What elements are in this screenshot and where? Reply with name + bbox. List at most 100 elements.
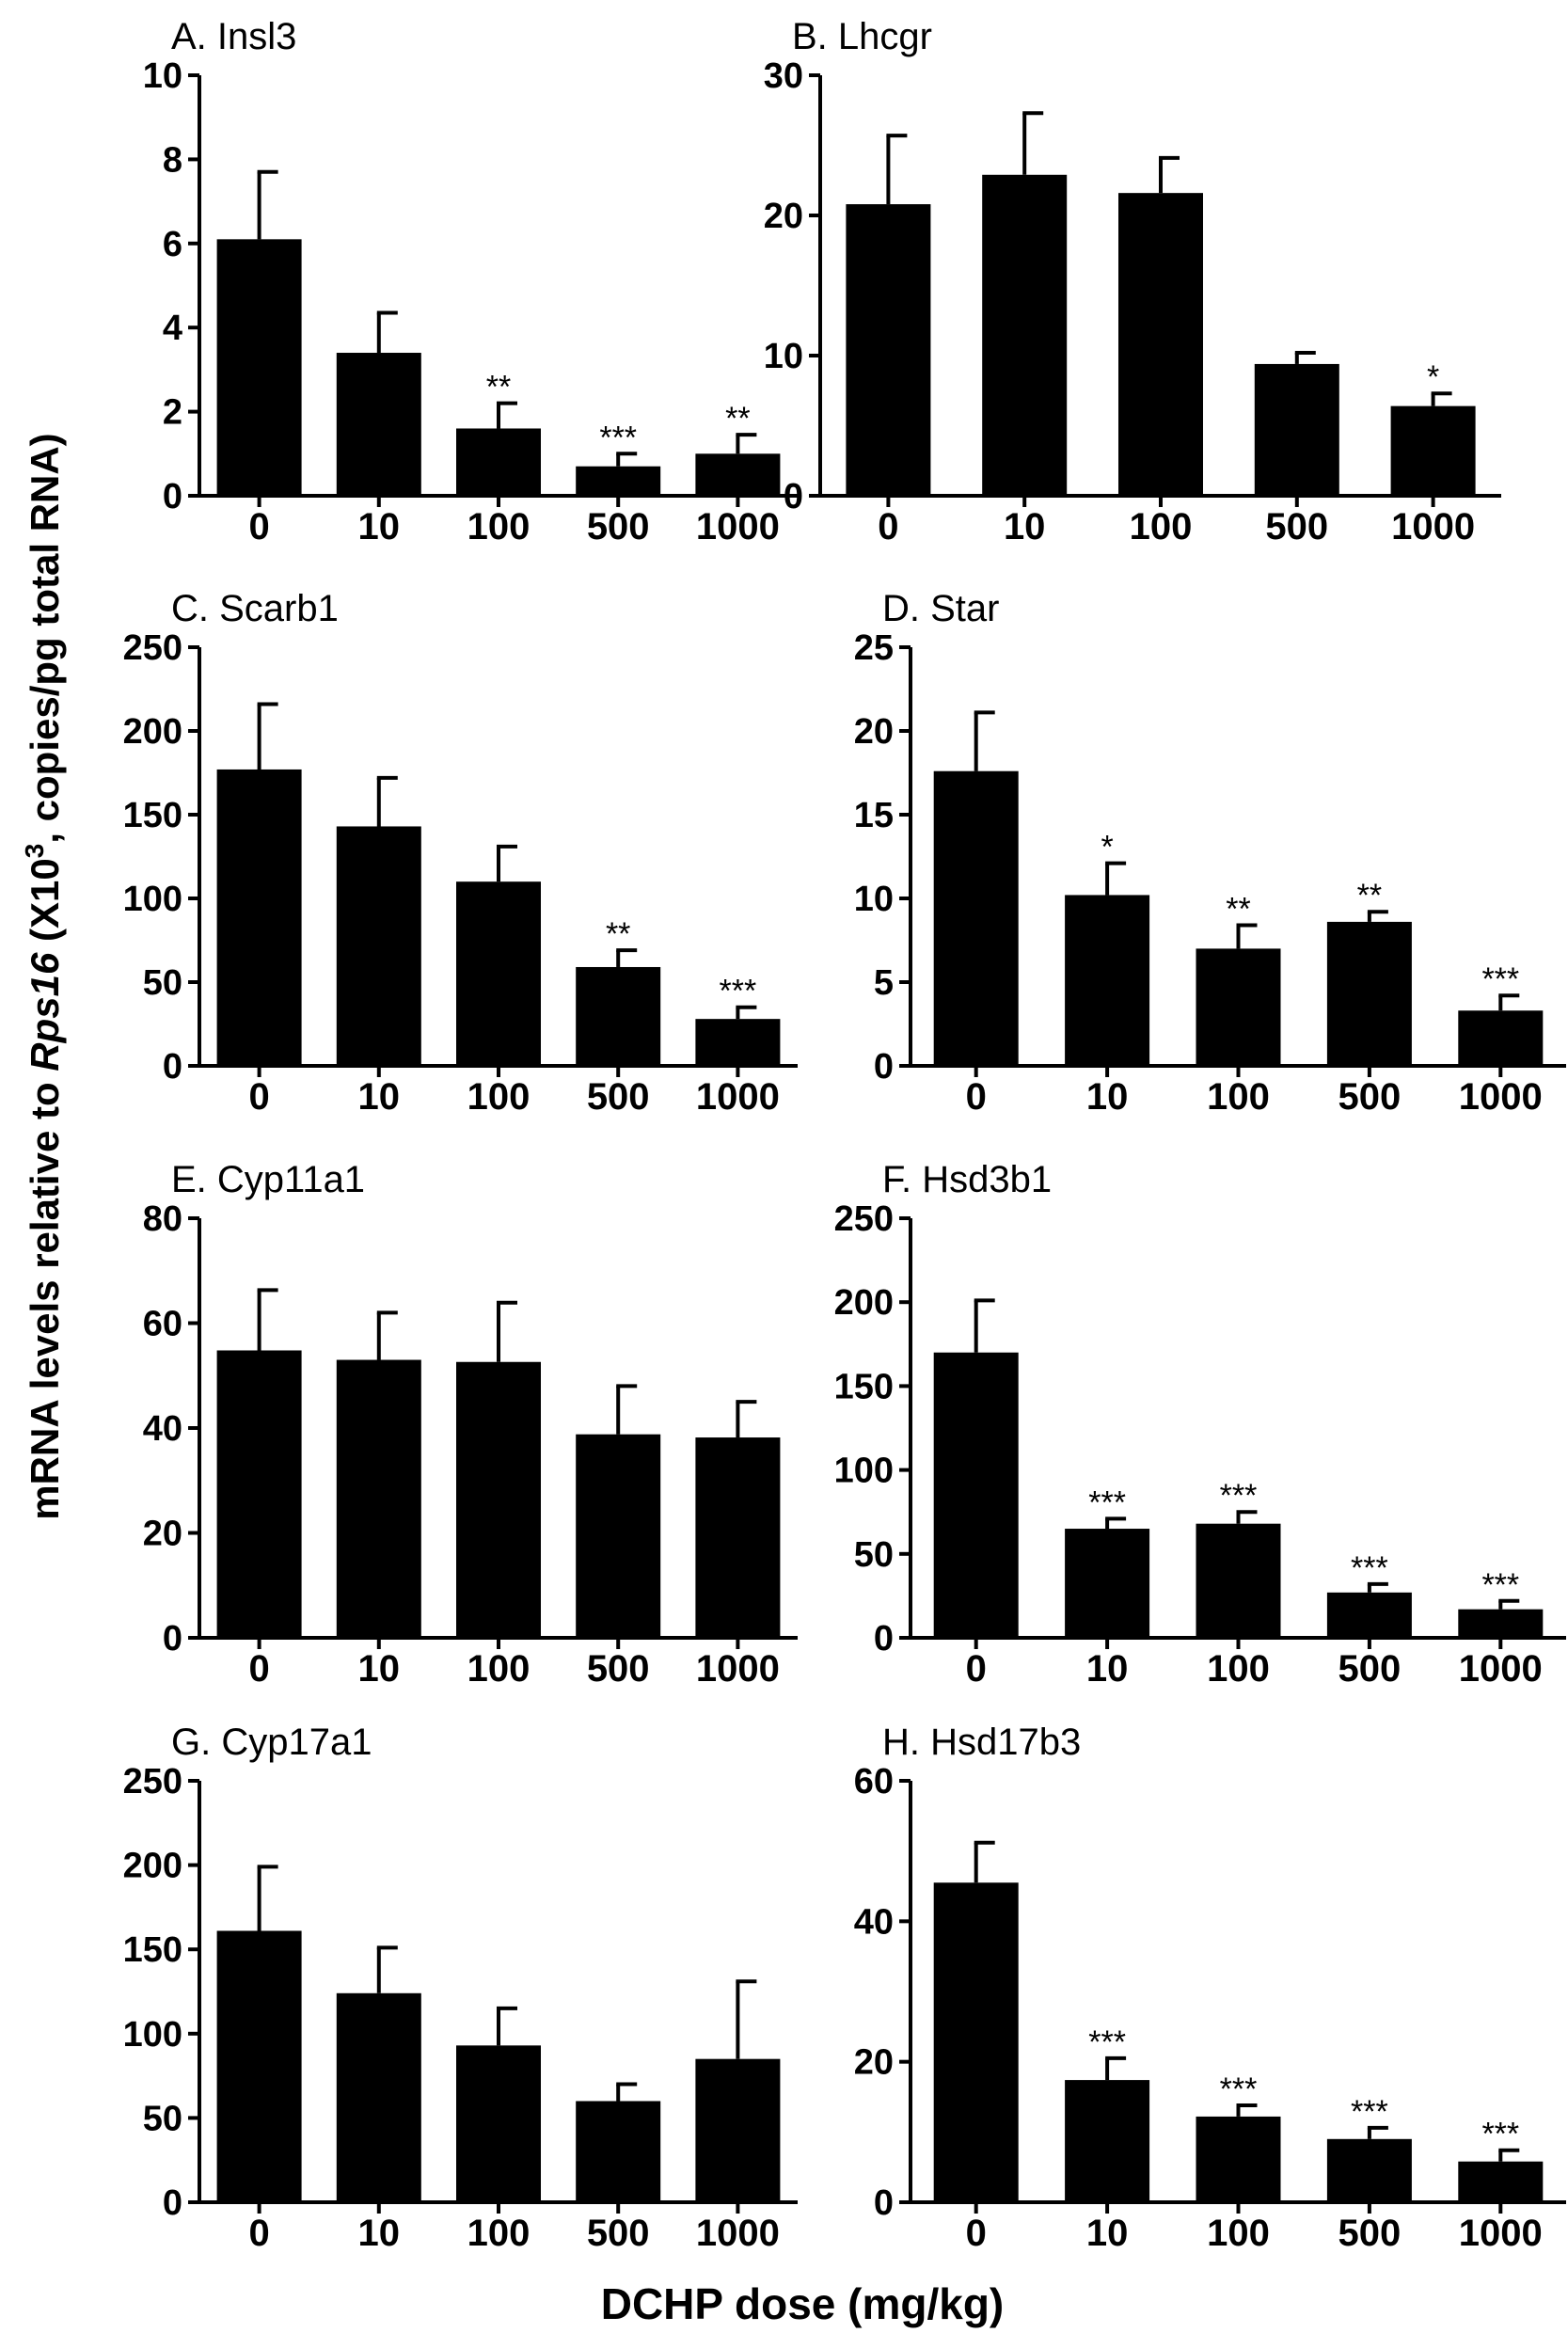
bar xyxy=(1196,948,1281,1066)
significance-label: *** xyxy=(599,420,637,455)
bar xyxy=(576,1434,661,1638)
panel-title: H. Hsd17b3 xyxy=(882,1722,1081,1763)
panel-title: C. Scarb1 xyxy=(171,588,339,629)
x-tick-label: 0 xyxy=(966,1648,987,1690)
y-axis-label-suffix: , copies/pg total RNA) xyxy=(23,433,67,843)
bar xyxy=(1458,1010,1544,1066)
significance-label: ** xyxy=(1226,891,1250,927)
x-tick-label: 1000 xyxy=(1459,2213,1543,2254)
y-tick-label: 4 xyxy=(163,309,182,348)
significance-label: ** xyxy=(1357,878,1382,913)
x-tick-label: 100 xyxy=(467,1648,531,1690)
bar xyxy=(933,1882,1019,2202)
y-tick-label: 200 xyxy=(123,1847,182,1886)
x-tick-label: 0 xyxy=(878,506,898,548)
x-tick-label: 100 xyxy=(467,506,531,548)
y-tick-label: 50 xyxy=(143,2099,182,2138)
bar xyxy=(456,2045,541,2202)
bar xyxy=(1326,1592,1412,1638)
y-tick-label: 0 xyxy=(874,1619,894,1659)
x-tick-label: 10 xyxy=(1086,1648,1129,1690)
x-tick-label: 1000 xyxy=(1459,1076,1543,1118)
y-tick-label: 150 xyxy=(123,796,182,835)
y-tick-label: 6 xyxy=(163,225,182,264)
x-tick-label: 1000 xyxy=(1391,506,1475,548)
x-tick-label: 500 xyxy=(1338,1648,1402,1690)
bar xyxy=(1326,921,1412,1066)
bar xyxy=(576,2101,661,2202)
bar xyxy=(336,1359,421,1638)
bar xyxy=(216,1930,302,2202)
significance-label: * xyxy=(1427,359,1439,395)
significance-label: ** xyxy=(486,370,511,405)
x-tick-label: 10 xyxy=(358,506,401,548)
bar xyxy=(456,428,541,496)
panel-title: B. Lhcgr xyxy=(792,16,932,57)
x-tick-label: 0 xyxy=(248,1648,269,1690)
x-tick-label: 10 xyxy=(1086,1076,1129,1118)
bar xyxy=(456,1361,541,1638)
y-tick-label: 100 xyxy=(834,1452,894,1491)
panel-title: A. Insl3 xyxy=(171,16,296,57)
bar xyxy=(1065,2080,1150,2202)
panel-title: E. Cyp11a1 xyxy=(171,1159,365,1200)
bar xyxy=(1326,2138,1412,2202)
y-tick-label: 20 xyxy=(854,712,894,752)
bar xyxy=(216,239,302,496)
significance-label: *** xyxy=(1351,2094,1388,2130)
x-tick-label: 500 xyxy=(1265,506,1328,548)
x-tick-label: 100 xyxy=(1207,2213,1270,2254)
significance-label: ** xyxy=(725,401,750,436)
y-tick-label: 5 xyxy=(874,963,894,1003)
y-tick-label: 0 xyxy=(163,1047,182,1087)
y-tick-label: 10 xyxy=(854,880,894,919)
bar xyxy=(1196,1523,1281,1638)
y-tick-label: 40 xyxy=(854,1902,894,1942)
x-tick-label: 500 xyxy=(1338,1076,1402,1118)
significance-label: *** xyxy=(1481,961,1519,997)
y-tick-label: 50 xyxy=(143,963,182,1003)
bar xyxy=(576,466,661,496)
chart-panel: E. Cyp11a1 0 20 40 60 80 0 10 100 500 1000 xyxy=(143,1159,798,1690)
panel-title: D. Star xyxy=(882,588,999,629)
y-tick-label: 150 xyxy=(834,1367,894,1406)
x-axis-label: DCHP dose (mg/kg) xyxy=(601,2279,1005,2328)
x-tick-label: 100 xyxy=(1207,1648,1270,1690)
y-tick-label: 250 xyxy=(834,1199,894,1239)
y-tick-label: 30 xyxy=(764,56,803,96)
y-tick-label: 15 xyxy=(854,796,894,835)
x-tick-label: 10 xyxy=(358,1076,401,1118)
x-tick-label: 1000 xyxy=(1459,1648,1543,1690)
bar xyxy=(982,174,1068,497)
x-tick-label: 1000 xyxy=(696,2213,780,2254)
y-tick-label: 10 xyxy=(143,56,182,96)
significance-label: *** xyxy=(1481,1567,1519,1603)
y-tick-label: 20 xyxy=(854,2043,894,2083)
y-axis-label-mid: (X10 xyxy=(23,858,67,952)
y-tick-label: 10 xyxy=(764,337,803,376)
y-tick-label: 0 xyxy=(874,1047,894,1087)
significance-label: *** xyxy=(1088,1484,1126,1520)
significance-label: * xyxy=(1101,830,1113,865)
x-tick-label: 500 xyxy=(587,1076,650,1118)
x-tick-label: 10 xyxy=(1086,2213,1129,2254)
bar xyxy=(456,881,541,1066)
y-tick-label: 50 xyxy=(854,1535,894,1575)
y-tick-label: 40 xyxy=(143,1409,182,1449)
chart-panel: D. Star 0 5 10 15 20 25 0 10 * 100 ** 500 ** 1000 *** xyxy=(854,588,1566,1118)
bar xyxy=(695,1437,781,1638)
chart-panel: H. Hsd17b3 0 20 40 60 0 10 *** 100 *** 500 *** 1000 *… xyxy=(854,1722,1566,2254)
x-tick-label: 1000 xyxy=(696,1076,780,1118)
bar xyxy=(1254,363,1339,496)
panel-title: F. Hsd3b1 xyxy=(882,1159,1052,1200)
chart-panel: C. Scarb1 0 50 100 150 200 250 0 10 100 500 ** 1000 *… xyxy=(123,588,798,1118)
x-tick-label: 1000 xyxy=(696,506,780,548)
y-axis-label-prefix: mRNA levels relative to xyxy=(23,1071,67,1520)
bar xyxy=(1458,2161,1544,2202)
y-tick-label: 8 xyxy=(163,140,182,180)
significance-label: *** xyxy=(1220,1478,1258,1514)
chart-panel: F. Hsd3b1 0 50 100 150 200 250 0 10 *** 100 *** 500 *… xyxy=(834,1159,1566,1690)
